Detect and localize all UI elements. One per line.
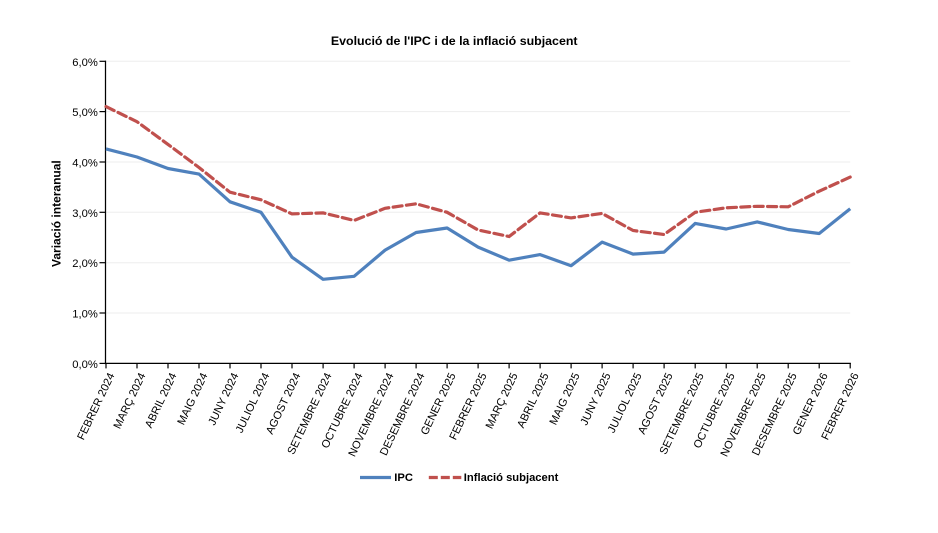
- svg-text:IPC: IPC: [394, 472, 413, 484]
- svg-text:2,0%: 2,0%: [72, 258, 98, 270]
- svg-text:4,0%: 4,0%: [72, 158, 98, 170]
- svg-text:Evolució de l'IPC i de la infl: Evolució de l'IPC i de la inflació subja…: [331, 34, 578, 48]
- svg-text:Inflació subjacent: Inflació subjacent: [464, 472, 559, 484]
- svg-text:Variació interanual: Variació interanual: [49, 160, 63, 267]
- svg-text:5,0%: 5,0%: [72, 107, 98, 119]
- svg-text:6,0%: 6,0%: [72, 57, 98, 69]
- svg-text:3,0%: 3,0%: [72, 208, 98, 220]
- svg-text:1,0%: 1,0%: [72, 309, 98, 321]
- svg-text:0,0%: 0,0%: [72, 359, 98, 371]
